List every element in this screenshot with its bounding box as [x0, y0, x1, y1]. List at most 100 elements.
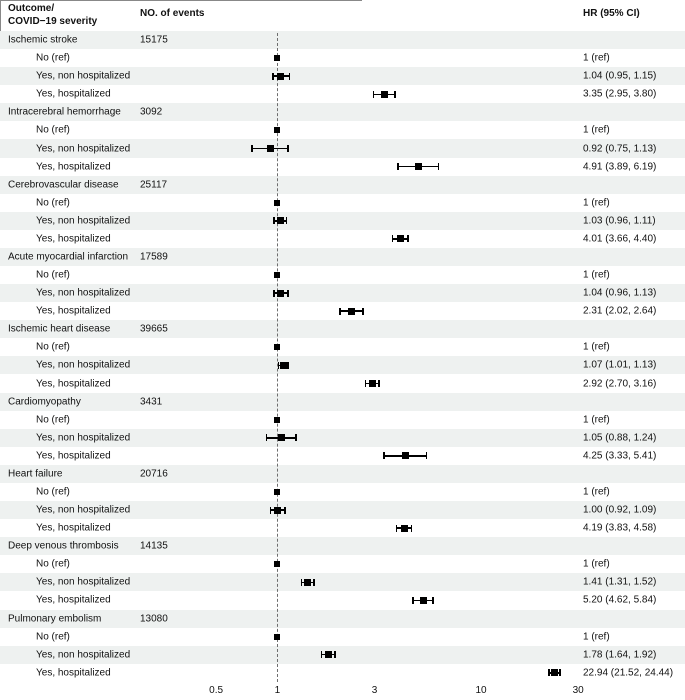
ref-marker-box — [274, 561, 281, 568]
ci-cap-left — [320, 651, 323, 659]
severity-label: Yes, non hospitalized — [36, 215, 131, 227]
ci-cap-left — [265, 434, 268, 442]
severity-row: No (ref) 1 (ref) — [0, 49, 685, 68]
events-count: 17589 — [140, 251, 168, 263]
severity-label: Yes, hospitalized — [36, 667, 111, 679]
severity-row: No (ref) 1 (ref) — [0, 627, 685, 646]
severity-label: No (ref) — [36, 341, 70, 353]
outcome-label: Pulmonary embolism — [8, 613, 102, 625]
ci-cap-left — [339, 307, 341, 315]
severity-label: Yes, hospitalized — [36, 88, 111, 100]
hr-marker-box — [266, 145, 274, 152]
group-row: Heart failure 20716 — [0, 464, 685, 483]
ci-cap-right — [378, 380, 380, 388]
hr-ci-value: 1 (ref) — [583, 197, 610, 209]
severity-row: No (ref) 1 (ref) — [0, 266, 685, 285]
hr-ci-value: 1.04 (0.96, 1.13) — [583, 287, 657, 299]
severity-row: Yes, hospitalized 2.31 (2.02, 2.64) — [0, 302, 685, 321]
ci-cap-right — [410, 524, 413, 532]
outcome-label: Intracerebral hemorrhage — [8, 106, 121, 118]
severity-label: No (ref) — [36, 558, 70, 570]
severity-label: No (ref) — [36, 124, 70, 136]
group-row: Ischemic stroke 15175 — [0, 31, 685, 50]
ci-cap-right — [295, 434, 297, 442]
hr-marker-box — [324, 651, 332, 659]
hr-ci-value: 2.31 (2.02, 2.64) — [583, 305, 657, 317]
severity-label: Yes, non hospitalized — [36, 432, 131, 444]
severity-row: Yes, non hospitalized 1.07 (1.01, 1.13) — [0, 356, 685, 375]
x-axis-tick-label: 30 — [572, 685, 584, 696]
hr-marker-box — [414, 163, 422, 171]
ci-cap-right — [287, 361, 289, 369]
ci-cap-right — [313, 578, 315, 586]
hr-ci-value: 2.92 (2.70, 3.16) — [583, 378, 657, 390]
severity-label: Yes, hospitalized — [36, 450, 111, 462]
events-count: 15175 — [140, 34, 168, 46]
severity-row: Yes, hospitalized 3.35 (2.95, 3.80) — [0, 85, 685, 104]
severity-label: Yes, hospitalized — [36, 522, 111, 534]
ci-cap-right — [432, 596, 434, 604]
ci-cap-right — [394, 90, 396, 98]
hr-ci-value: 1 (ref) — [583, 631, 610, 643]
hr-marker-box — [419, 596, 427, 604]
severity-row: No (ref) 1 (ref) — [0, 410, 685, 429]
hr-ci-value: 1.07 (1.01, 1.13) — [583, 359, 657, 371]
hr-marker-box — [401, 452, 409, 460]
hr-ci-value: 1.41 (1.31, 1.52) — [583, 576, 657, 588]
group-row: Cerebrovascular disease 25117 — [0, 175, 685, 194]
group-row: Pulmonary embolism 13080 — [0, 609, 685, 628]
severity-label: No (ref) — [36, 52, 70, 64]
hr-marker-box — [273, 506, 281, 514]
x-axis-tick-label: 3 — [371, 685, 378, 696]
severity-row: Yes, non hospitalized 1.00 (0.92, 1.09) — [0, 501, 685, 520]
severity-label: Yes, hospitalized — [36, 161, 111, 173]
hr-ci-value: 1 (ref) — [583, 269, 610, 281]
hr-ci-value: 1.04 (0.95, 1.15) — [583, 70, 657, 82]
outcome-label: Acute myocardial infarction — [8, 251, 129, 263]
severity-label: No (ref) — [36, 414, 70, 426]
hr-ci-value: 1 (ref) — [583, 341, 610, 353]
hr-ci-value: 1 (ref) — [583, 558, 610, 570]
hr-marker-box — [550, 669, 558, 677]
severity-label: No (ref) — [36, 486, 70, 498]
severity-label: No (ref) — [36, 631, 70, 643]
header-outcome-line1: Outcome/ — [8, 3, 55, 14]
severity-row: Yes, non hospitalized 1.41 (1.31, 1.52) — [0, 573, 685, 592]
ci-cap-right — [287, 145, 289, 152]
severity-label: Yes, non hospitalized — [36, 359, 131, 371]
severity-row: No (ref) 1 (ref) — [0, 193, 685, 212]
hr-ci-value: 1 (ref) — [583, 486, 610, 498]
outcome-label: Cerebrovascular disease — [8, 179, 119, 191]
events-count: 14135 — [140, 540, 168, 552]
hr-ci-value: 1.00 (0.92, 1.09) — [583, 504, 657, 516]
ci-cap-left — [383, 452, 385, 460]
severity-label: Yes, non hospitalized — [36, 504, 131, 516]
ref-marker-box — [274, 344, 281, 351]
severity-row: Yes, non hospitalized 1.05 (0.88, 1.24) — [0, 428, 685, 447]
hr-ci-value: 1 (ref) — [583, 124, 610, 136]
hr-marker-box — [278, 434, 286, 442]
severity-row: No (ref) 1 (ref) — [0, 121, 685, 140]
severity-row: Yes, non hospitalized 1.78 (1.64, 1.92) — [0, 645, 685, 664]
severity-row: No (ref) 1 (ref) — [0, 555, 685, 574]
severity-row: Yes, hospitalized 4.91 (3.89, 6.19) — [0, 157, 685, 176]
hr-marker-box — [380, 90, 388, 98]
severity-label: Yes, non hospitalized — [36, 70, 131, 82]
severity-row: Yes, non hospitalized 0.92 (0.75, 1.13) — [0, 139, 685, 158]
ci-cap-left — [548, 669, 550, 677]
x-axis-tick-label: 1 — [274, 685, 281, 696]
reference-line-hr1 — [276, 33, 278, 682]
severity-label: Yes, non hospitalized — [36, 287, 131, 299]
ci-cap-right — [425, 452, 428, 460]
hr-marker-box — [368, 380, 376, 388]
severity-label: Yes, non hospitalized — [36, 143, 131, 154]
ci-cap-right — [284, 506, 286, 514]
severity-label: No (ref) — [36, 197, 70, 209]
severity-row: No (ref) 1 (ref) — [0, 482, 685, 502]
group-row: Ischemic heart disease 39665 — [0, 320, 685, 339]
ref-marker-box — [274, 127, 281, 134]
events-count: 20716 — [140, 468, 168, 480]
ref-marker-box — [274, 416, 281, 423]
outcome-label: Deep venous thrombosis — [8, 540, 119, 552]
hr-ci-value: 5.20 (4.62, 5.84) — [583, 594, 657, 606]
